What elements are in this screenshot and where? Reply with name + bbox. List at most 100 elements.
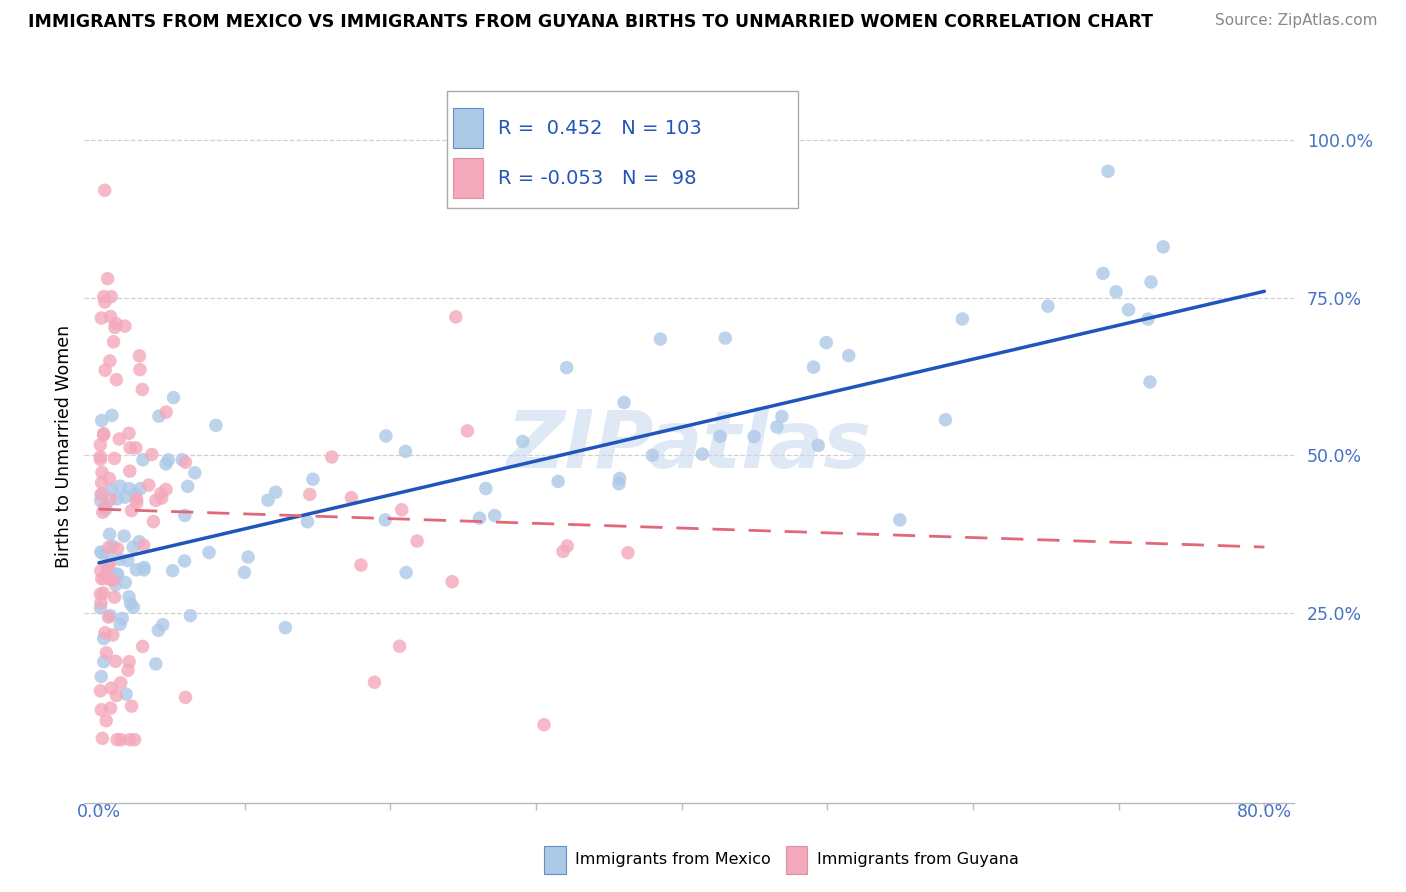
Point (110, 732, 132, 747)
Point (388, 639, 411, 653)
Point (97, 541, 120, 555)
Point (93, 290, 115, 304)
Point (94, 363, 117, 377)
Point (132, 560, 155, 574)
Point (770, 409, 793, 424)
Y-axis label: Births to Unmarried Women: Births to Unmarried Women (55, 325, 73, 567)
Point (1140, 275, 1163, 289)
Point (121, 699, 143, 714)
Point (340, 491, 363, 505)
Text: IMMIGRANTS FROM MEXICO VS IMMIGRANTS FROM GUYANA BIRTHS TO UNMARRIED WOMEN CORRE: IMMIGRANTS FROM MEXICO VS IMMIGRANTS FRO… (28, 13, 1153, 31)
Point (91, 505, 114, 519)
Point (125, 441, 148, 455)
Point (94, 502, 117, 516)
Point (118, 464, 141, 478)
Point (363, 675, 385, 690)
Point (118, 732, 141, 747)
Point (709, 429, 731, 443)
Point (94, 183, 117, 197)
Point (173, 508, 195, 523)
Point (174, 455, 197, 469)
Point (484, 508, 506, 523)
Point (98, 558, 121, 572)
Point (97, 546, 120, 560)
Point (114, 319, 136, 334)
Point (155, 405, 177, 419)
Point (96, 646, 118, 660)
Point (97, 610, 120, 624)
Point (179, 608, 201, 623)
Point (742, 429, 765, 443)
Point (110, 675, 132, 690)
Point (129, 482, 152, 496)
Point (98, 354, 121, 368)
Point (115, 687, 138, 701)
Point (1118, 302, 1140, 317)
Point (118, 590, 141, 604)
Point (131, 383, 153, 397)
Point (105, 567, 128, 582)
Point (613, 395, 636, 409)
Text: 80.0%: 80.0% (1237, 803, 1292, 821)
Point (128, 534, 150, 549)
Point (90, 596, 112, 610)
Point (321, 450, 343, 464)
Point (93, 571, 115, 585)
Point (475, 482, 498, 496)
Point (173, 554, 195, 568)
Point (1105, 285, 1128, 299)
Point (406, 534, 429, 549)
Point (198, 545, 221, 559)
Point (107, 541, 129, 556)
Point (145, 493, 167, 508)
Point (152, 617, 174, 632)
Point (121, 503, 143, 517)
Point (297, 515, 319, 529)
Point (101, 409, 124, 423)
Point (101, 628, 124, 642)
Point (89, 450, 111, 464)
Point (98, 527, 121, 541)
Point (124, 487, 146, 501)
Point (125, 563, 148, 577)
Point (94, 625, 117, 640)
Point (155, 483, 177, 497)
Point (122, 540, 145, 554)
Point (551, 544, 574, 558)
Point (93, 632, 115, 646)
Point (233, 566, 256, 580)
Bar (544, 846, 565, 874)
Point (107, 567, 129, 582)
Point (129, 362, 152, 376)
Point (108, 432, 131, 446)
Point (103, 334, 125, 349)
Point (650, 332, 672, 346)
Point (105, 689, 128, 703)
Point (302, 472, 325, 486)
Text: 0.0%: 0.0% (77, 803, 121, 821)
Point (122, 600, 145, 615)
Point (105, 491, 128, 506)
Point (89, 438, 111, 452)
Point (118, 441, 141, 455)
Point (100, 310, 122, 324)
Point (148, 409, 170, 424)
Point (108, 479, 131, 493)
Point (257, 493, 280, 508)
Point (97, 271, 120, 285)
Point (90, 669, 112, 683)
Point (641, 448, 664, 462)
Point (838, 349, 860, 363)
Point (103, 590, 125, 604)
Point (93, 655, 115, 669)
Point (112, 529, 135, 543)
Point (1136, 312, 1159, 326)
Point (236, 549, 259, 564)
Point (468, 511, 491, 525)
Bar (786, 846, 807, 874)
Point (142, 515, 165, 529)
Point (132, 563, 155, 577)
Point (803, 360, 825, 375)
Text: Immigrants from Mexico: Immigrants from Mexico (575, 853, 770, 867)
Point (555, 539, 578, 553)
